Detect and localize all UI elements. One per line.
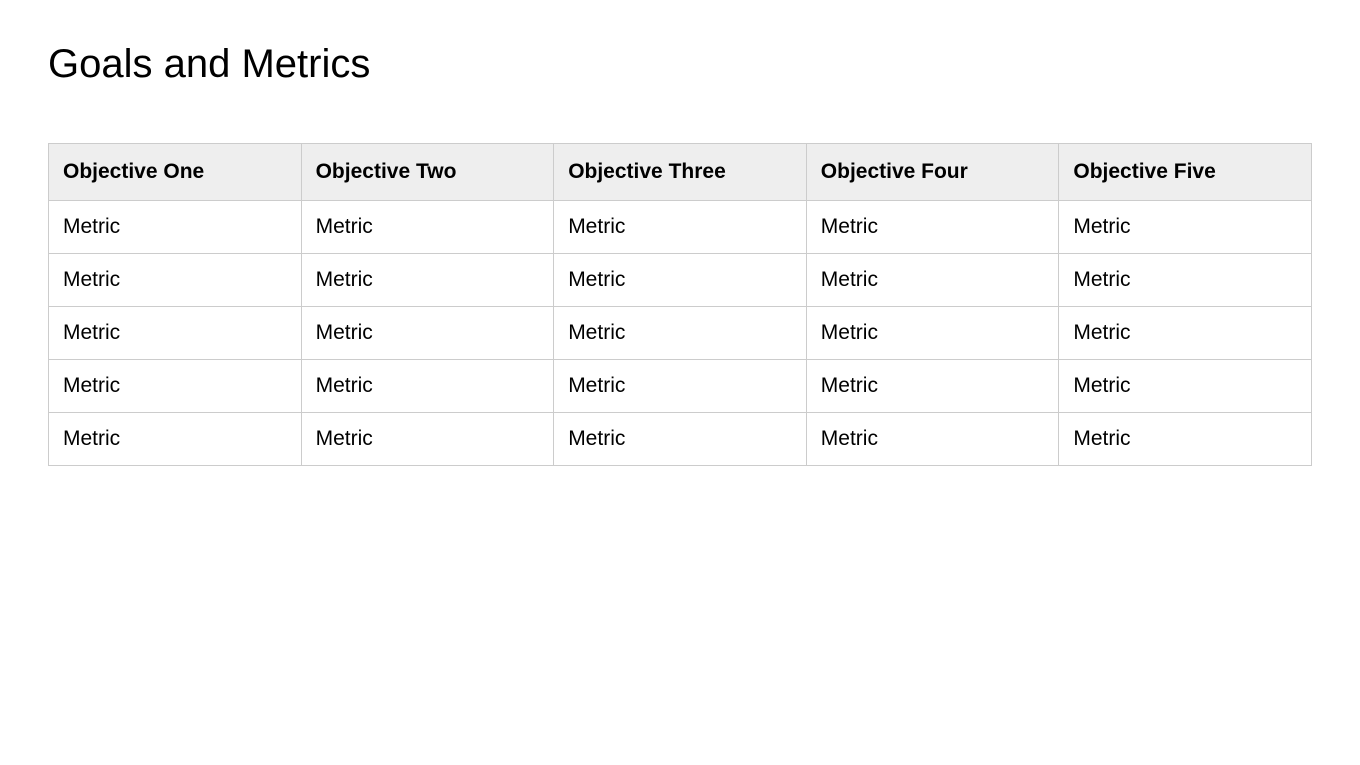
goals-metrics-table: Objective One Objective Two Objective Th…	[48, 143, 1312, 466]
table-cell: Metric	[49, 413, 302, 466]
column-header: Objective Five	[1059, 144, 1312, 201]
table-cell: Metric	[49, 201, 302, 254]
table-row: Metric Metric Metric Metric Metric	[49, 413, 1312, 466]
table-cell: Metric	[1059, 201, 1312, 254]
table-cell: Metric	[1059, 360, 1312, 413]
table-cell: Metric	[806, 201, 1059, 254]
table-cell: Metric	[806, 360, 1059, 413]
table-cell: Metric	[1059, 254, 1312, 307]
table-cell: Metric	[554, 307, 807, 360]
column-header: Objective Two	[301, 144, 554, 201]
table-cell: Metric	[806, 413, 1059, 466]
table-cell: Metric	[1059, 413, 1312, 466]
table-cell: Metric	[806, 307, 1059, 360]
table-row: Metric Metric Metric Metric Metric	[49, 360, 1312, 413]
table-cell: Metric	[806, 254, 1059, 307]
table-cell: Metric	[301, 307, 554, 360]
table-cell: Metric	[49, 254, 302, 307]
table-cell: Metric	[554, 254, 807, 307]
table-cell: Metric	[301, 201, 554, 254]
table-header-row: Objective One Objective Two Objective Th…	[49, 144, 1312, 201]
table-row: Metric Metric Metric Metric Metric	[49, 201, 1312, 254]
table-row: Metric Metric Metric Metric Metric	[49, 254, 1312, 307]
table-row: Metric Metric Metric Metric Metric	[49, 307, 1312, 360]
table-cell: Metric	[301, 254, 554, 307]
table-cell: Metric	[1059, 307, 1312, 360]
column-header: Objective Three	[554, 144, 807, 201]
table-cell: Metric	[554, 201, 807, 254]
column-header: Objective One	[49, 144, 302, 201]
column-header: Objective Four	[806, 144, 1059, 201]
table-cell: Metric	[301, 413, 554, 466]
table-cell: Metric	[49, 360, 302, 413]
table-cell: Metric	[49, 307, 302, 360]
table-cell: Metric	[554, 360, 807, 413]
table-cell: Metric	[301, 360, 554, 413]
table-cell: Metric	[554, 413, 807, 466]
page-title: Goals and Metrics	[48, 42, 1312, 87]
